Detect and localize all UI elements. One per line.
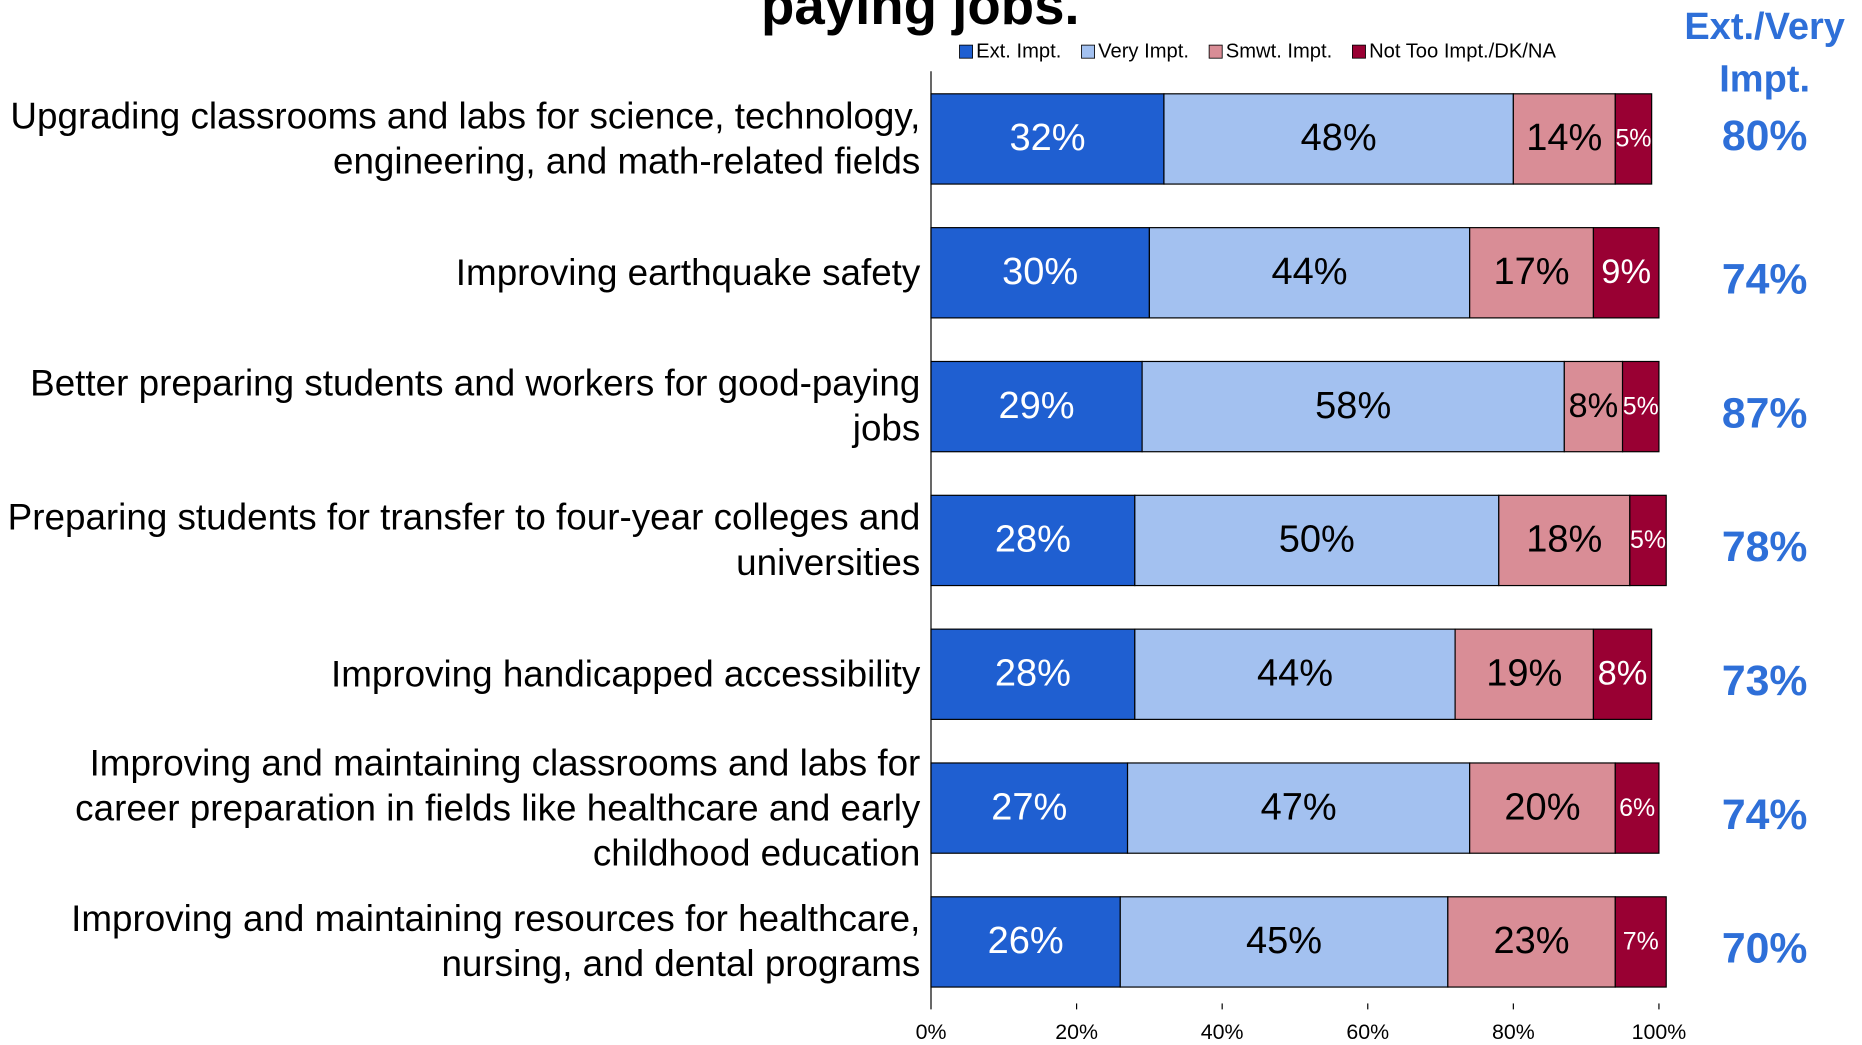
data-label: 44% bbox=[1271, 251, 1347, 293]
bar-segment bbox=[1614, 896, 1667, 988]
x-tick-label: 20% bbox=[1055, 1020, 1098, 1044]
bar-segment bbox=[1148, 227, 1471, 319]
data-label: 18% bbox=[1526, 519, 1602, 561]
category-label-box: Preparing students for transfer to four-… bbox=[7, 496, 921, 584]
data-label: 58% bbox=[1315, 385, 1391, 427]
bar-segment bbox=[1592, 227, 1660, 319]
category-label-box: Improving and maintaining classrooms and… bbox=[75, 741, 921, 874]
bar-segment bbox=[1119, 896, 1449, 988]
data-label: 23% bbox=[1494, 920, 1570, 962]
data-label: 6% bbox=[1619, 794, 1655, 822]
data-label: 7% bbox=[1623, 928, 1659, 956]
legend-label: Ext. Impt. bbox=[976, 41, 1061, 63]
bar-segment bbox=[930, 93, 1165, 185]
category-label-box: Better preparing students and workers fo… bbox=[30, 362, 921, 450]
total-label: 87% bbox=[1722, 389, 1808, 437]
total-label: 74% bbox=[1722, 256, 1808, 304]
bar-segment bbox=[1469, 762, 1616, 854]
category-label-box: Improving earthquake safety bbox=[455, 251, 921, 293]
bar-segment bbox=[930, 896, 1121, 988]
bar-segment bbox=[1454, 628, 1595, 720]
x-tick-label: 100% bbox=[1632, 1020, 1687, 1044]
bar-segment bbox=[930, 762, 1129, 854]
bar-segment bbox=[1134, 494, 1500, 587]
category-label-box: Improving handicapped accessibility bbox=[330, 652, 921, 695]
bar-segment bbox=[1563, 360, 1624, 453]
bar-segment bbox=[930, 628, 1136, 720]
legend-label: Very Impt. bbox=[1098, 41, 1189, 63]
category-label: Improving and maintaining classrooms and… bbox=[75, 741, 921, 874]
data-label: 27% bbox=[991, 786, 1067, 828]
legend-swatch bbox=[1081, 44, 1095, 59]
bar-segment bbox=[1614, 762, 1660, 854]
total-label: 73% bbox=[1722, 657, 1808, 705]
total-label: 70% bbox=[1722, 925, 1808, 973]
legend-swatch bbox=[959, 44, 973, 59]
total-label: 80% bbox=[1722, 112, 1808, 160]
category-label-box: Improving and maintaining resources for … bbox=[71, 897, 921, 985]
category-label: Preparing students for transfer to four-… bbox=[7, 496, 921, 584]
data-label: 44% bbox=[1257, 652, 1333, 694]
legend-label: Smwt. Impt. bbox=[1226, 41, 1332, 63]
total-label: 78% bbox=[1722, 523, 1808, 571]
bar-segment bbox=[1629, 494, 1667, 587]
category-label: Upgrading classrooms and labs for scienc… bbox=[10, 95, 921, 182]
data-label: 26% bbox=[988, 920, 1064, 962]
bar-segment bbox=[1126, 762, 1471, 854]
bar-segment bbox=[930, 360, 1143, 453]
bar-segment bbox=[930, 227, 1150, 319]
bar-segment bbox=[1614, 93, 1653, 185]
data-label: 50% bbox=[1279, 519, 1355, 561]
x-tick-label: 60% bbox=[1346, 1020, 1389, 1044]
chart-title: paying jobs. bbox=[761, 0, 1080, 36]
data-label: 5% bbox=[1630, 526, 1666, 554]
bar-segment bbox=[1621, 360, 1660, 453]
x-tick-label: 0% bbox=[916, 1020, 947, 1044]
data-label: 20% bbox=[1504, 786, 1580, 828]
category-label: Better preparing students and workers fo… bbox=[30, 362, 921, 450]
data-label: 48% bbox=[1301, 117, 1377, 159]
legend-swatch bbox=[1208, 44, 1223, 59]
data-label: 28% bbox=[995, 519, 1071, 561]
category-label: Improving handicapped accessibility bbox=[330, 652, 921, 695]
data-label: 14% bbox=[1526, 117, 1602, 159]
data-label: 17% bbox=[1494, 251, 1570, 293]
bar-segment bbox=[1592, 628, 1653, 720]
bar-segment bbox=[1163, 93, 1514, 185]
bar-segment bbox=[1512, 93, 1616, 185]
x-tick-label: 40% bbox=[1201, 1020, 1244, 1044]
category-label: Improving earthquake safety bbox=[455, 251, 921, 293]
legend-swatch bbox=[1352, 44, 1366, 59]
legend-label: Not Too Impt./DK/NA bbox=[1369, 41, 1556, 63]
data-label: 5% bbox=[1615, 125, 1651, 153]
totals-title-box: Ext./Very Impt. bbox=[1684, 4, 1845, 100]
data-label: 5% bbox=[1623, 392, 1659, 420]
bar-segment bbox=[1498, 494, 1631, 587]
total-label: 74% bbox=[1722, 791, 1808, 839]
data-label: 19% bbox=[1486, 652, 1562, 694]
bar-segment bbox=[1134, 628, 1456, 720]
data-label: 32% bbox=[1009, 117, 1085, 159]
category-label: Improving and maintaining resources for … bbox=[71, 897, 921, 985]
bar-segment bbox=[930, 494, 1136, 587]
x-tick-label: 80% bbox=[1492, 1020, 1535, 1044]
totals-title: Ext./Very Impt. bbox=[1684, 4, 1845, 100]
data-label: 45% bbox=[1246, 920, 1322, 962]
data-label: 28% bbox=[995, 652, 1071, 694]
data-label: 29% bbox=[999, 385, 1075, 427]
data-label: 30% bbox=[1002, 251, 1078, 293]
bar-segment bbox=[1141, 360, 1565, 453]
data-label: 47% bbox=[1261, 786, 1337, 828]
data-label: 8% bbox=[1569, 387, 1619, 425]
data-label: 9% bbox=[1601, 253, 1651, 291]
category-label-box: Upgrading classrooms and labs for scienc… bbox=[10, 95, 921, 182]
data-label: 8% bbox=[1598, 655, 1648, 693]
